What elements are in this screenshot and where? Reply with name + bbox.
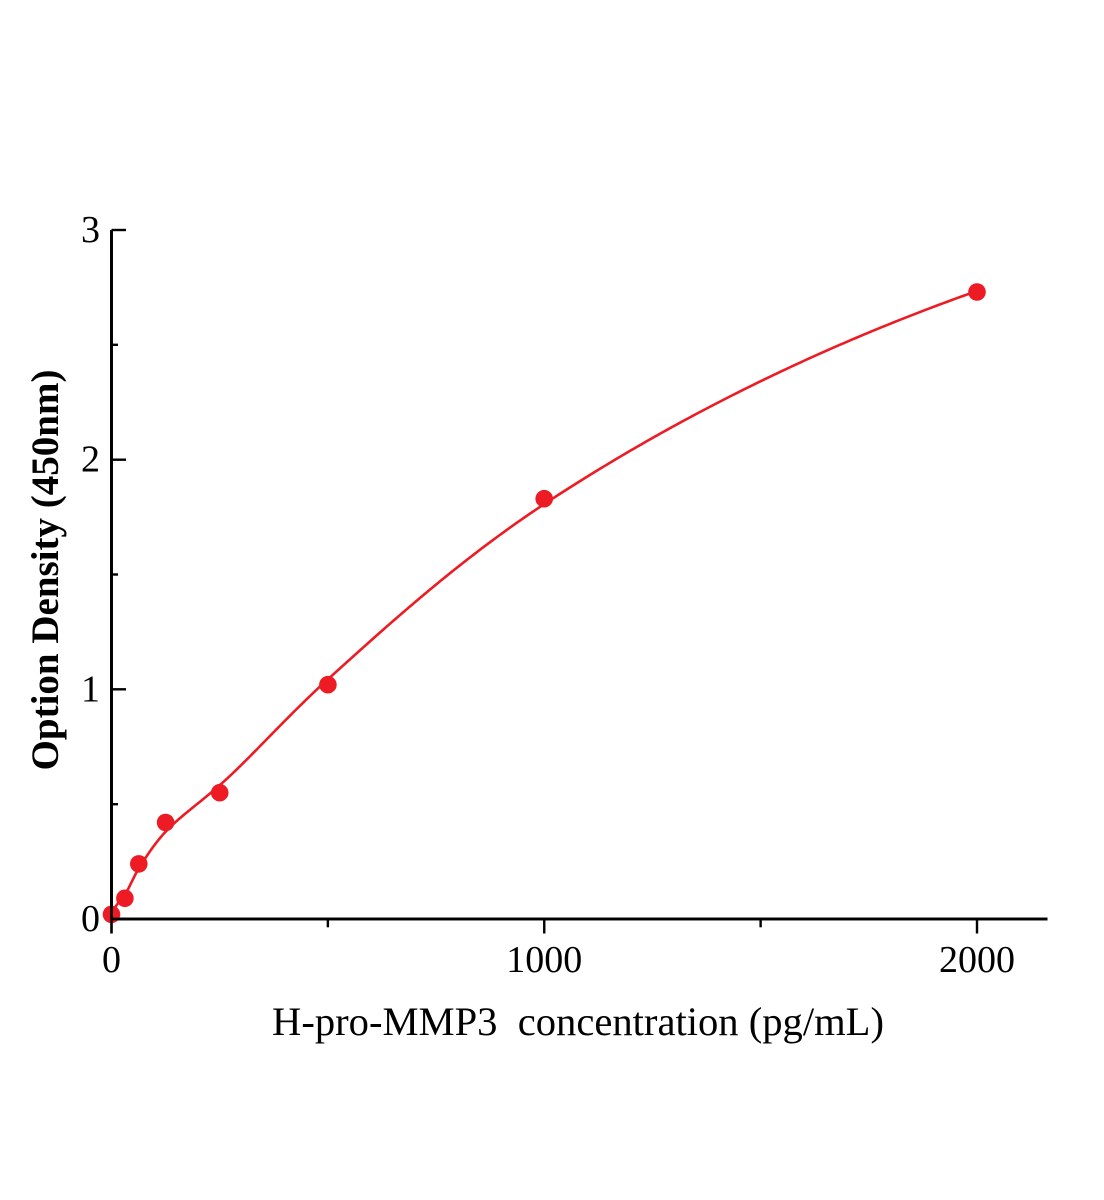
svg-text:3: 3 (81, 209, 100, 251)
svg-text:1000: 1000 (506, 939, 582, 981)
svg-text:0: 0 (81, 898, 100, 940)
svg-text:2: 2 (81, 439, 100, 481)
svg-text:H-pro-MMP3 concentration (pg/: H-pro-MMP3 concentration (pg/mL) (272, 999, 884, 1044)
svg-text:1: 1 (81, 668, 100, 710)
svg-text:0: 0 (102, 939, 121, 981)
svg-text:2000: 2000 (939, 939, 1015, 981)
svg-text:Option Density (450nm): Option Density (450nm) (24, 370, 67, 771)
